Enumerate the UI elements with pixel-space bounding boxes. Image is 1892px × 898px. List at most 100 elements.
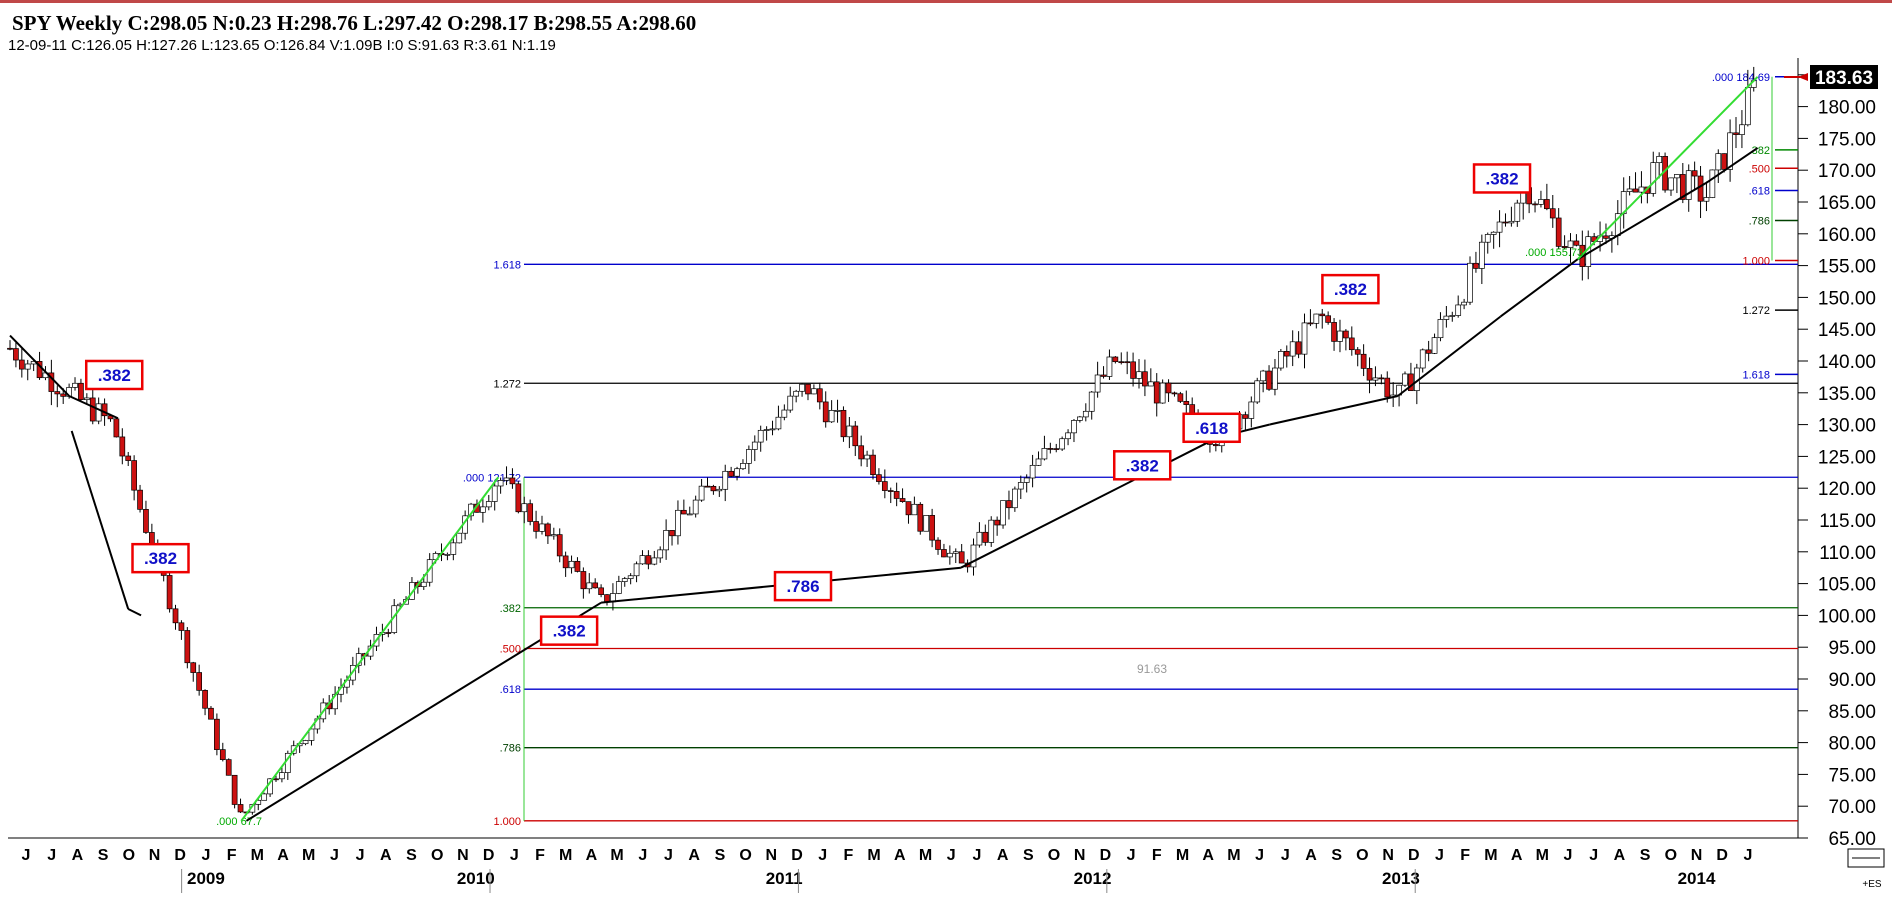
candle-body xyxy=(521,503,528,513)
annotation-label: .382 xyxy=(553,622,586,641)
candle-body xyxy=(219,749,226,760)
candle-body xyxy=(1532,203,1538,206)
candle-body xyxy=(1242,414,1249,419)
annotation-box xyxy=(131,542,190,574)
candle-body xyxy=(1372,377,1379,381)
y-tick-label: 130.00 xyxy=(1818,416,1876,437)
candle-body xyxy=(1473,262,1479,269)
x-tick-month: F xyxy=(1460,847,1470,864)
candle-body xyxy=(1603,235,1609,239)
candle-body xyxy=(125,455,132,461)
candle-body xyxy=(231,774,238,805)
candle-body xyxy=(1112,356,1119,363)
candle-body xyxy=(1727,132,1733,170)
x-tick-month: N xyxy=(457,847,469,864)
candle-body xyxy=(1348,337,1355,351)
fib-level-label: 1.618 xyxy=(493,259,521,271)
x-tick-month: N xyxy=(149,847,161,864)
candle-body xyxy=(935,539,941,550)
symbol-quote-title: SPY Weekly C:298.05 N:0.23 H:298.76 L:29… xyxy=(12,11,697,35)
candle-body xyxy=(1065,432,1071,440)
candle-body xyxy=(172,608,179,624)
candle-body xyxy=(1455,304,1462,316)
x-tick-year: 2009 xyxy=(187,869,225,888)
candle-body xyxy=(1142,371,1148,387)
candle-body xyxy=(119,436,126,457)
x-tick-month: J xyxy=(1589,847,1598,864)
candle-body xyxy=(952,551,959,554)
fib-2013-low-label: .000 155.73 xyxy=(1525,247,1583,259)
candle-body xyxy=(1733,132,1739,135)
candle-body xyxy=(1573,240,1580,246)
candle-body xyxy=(1467,262,1473,303)
candle-body xyxy=(385,632,392,634)
x-tick-year: 2013 xyxy=(1382,869,1420,888)
x-tick-month: J xyxy=(1255,847,1264,864)
support-2013-a xyxy=(1500,258,1579,318)
x-tick-month: J xyxy=(1564,847,1573,864)
fib-level-label: 1.272 xyxy=(493,378,521,390)
fib-level-label: .500 xyxy=(500,643,521,655)
candle-body xyxy=(639,555,646,565)
candle-body xyxy=(929,515,935,541)
fib13-level-label: .000 184.69 xyxy=(1712,72,1770,84)
y-tick-label: 100.00 xyxy=(1818,606,1876,627)
x-tick-month: J xyxy=(972,847,981,864)
y-tick-label: 95.00 xyxy=(1828,638,1876,659)
candle-body xyxy=(1147,381,1154,387)
x-tick-month: J xyxy=(664,847,673,864)
x-tick-month: O xyxy=(431,847,443,864)
candle-body xyxy=(225,759,232,776)
y-tick-label: 145.00 xyxy=(1818,320,1876,341)
y-axis-ticks: 65.00 70.00 75.00 80.00 85.00 90.00 95.00 100.0… xyxy=(1798,66,1876,850)
candle-body xyxy=(214,718,220,750)
candle-body xyxy=(1555,217,1562,247)
x-tick-month: S xyxy=(98,847,109,864)
annotation-label: .382 xyxy=(1126,456,1159,475)
candle-body xyxy=(627,575,634,579)
x-tick-year: 2011 xyxy=(766,869,803,888)
candle-body xyxy=(775,416,782,430)
x-tick-month: S xyxy=(1640,847,1651,864)
candle-body xyxy=(208,707,214,720)
x-tick-month: M xyxy=(1176,847,1189,864)
y-tick-label: 160.00 xyxy=(1818,225,1876,246)
y-tick-label: 165.00 xyxy=(1818,193,1876,214)
candle-body xyxy=(308,728,315,741)
candle-body xyxy=(54,391,61,395)
x-tick-month: A xyxy=(894,847,906,864)
candle-body xyxy=(1449,315,1456,317)
candle-body xyxy=(911,503,918,516)
candle-body xyxy=(568,560,575,569)
candle-body xyxy=(1124,361,1131,364)
cursor-bar-info: 12-09-11 C:126.05 H:127.26 L:123.65 O:12… xyxy=(8,37,556,54)
candle-body xyxy=(769,428,776,431)
candle-body xyxy=(887,490,894,492)
fib13-level-label: 1.000 xyxy=(1742,256,1770,268)
candle-body xyxy=(1106,356,1113,377)
candle-body xyxy=(846,425,853,438)
candle-body xyxy=(1502,221,1509,224)
candle-body xyxy=(196,672,203,691)
candle-body xyxy=(1378,377,1385,380)
candle-body xyxy=(976,531,983,546)
annotation-label: .382 xyxy=(98,366,131,385)
x-tick-month: A xyxy=(1614,847,1626,864)
candle-body xyxy=(1000,500,1006,526)
candle-body xyxy=(858,445,865,460)
candle-body xyxy=(1319,313,1326,317)
corner-label: +ES xyxy=(1862,879,1882,890)
candle-body xyxy=(941,549,947,558)
x-tick-month: J xyxy=(330,847,339,864)
x-tick-month: M xyxy=(919,847,932,864)
candle-body xyxy=(83,397,90,401)
candle-body xyxy=(72,382,78,388)
candle-body xyxy=(657,549,664,559)
candle-body xyxy=(202,690,208,709)
candle-body xyxy=(710,486,717,492)
candle-body xyxy=(237,804,244,813)
candle-body xyxy=(746,449,752,464)
candle-body xyxy=(1088,391,1095,412)
